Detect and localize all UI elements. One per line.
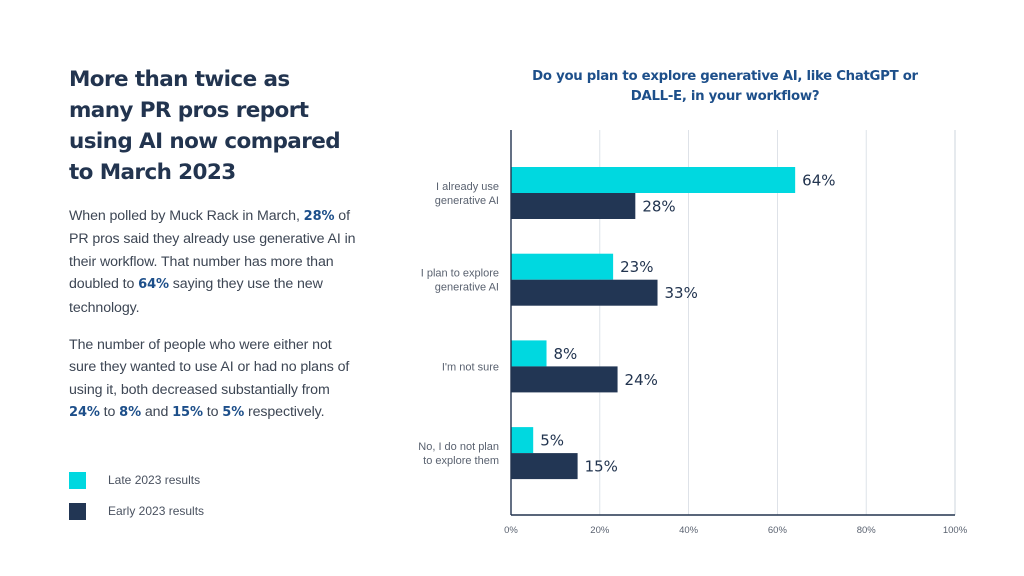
bar-late-2023	[511, 427, 534, 454]
category-label: generative AI	[435, 195, 499, 207]
value-label: 33%	[665, 284, 698, 302]
category-label: to explore them	[423, 455, 499, 467]
highlight-stat: 8%	[119, 405, 142, 421]
paragraph-text: saying they use the new technology.	[69, 276, 323, 316]
value-label: 28%	[642, 198, 675, 216]
x-tick-label: 60%	[768, 525, 788, 536]
x-tick-label: 100%	[943, 525, 968, 536]
paragraph-text: and	[141, 404, 173, 421]
paragraph-text: The number of people who were either not…	[69, 337, 350, 398]
paragraph-2: The number of people who were either not…	[69, 334, 359, 425]
paragraph-text: to	[99, 404, 120, 421]
x-tick-label: 20%	[590, 525, 610, 536]
value-label: 24%	[625, 371, 658, 389]
highlight-stat: 28%	[303, 209, 335, 224]
category-label: I plan to explore	[421, 268, 499, 280]
value-label: 64%	[802, 172, 835, 190]
value-label: 8%	[554, 345, 578, 363]
legend: Late 2023 results Early 2023 results	[69, 470, 204, 532]
highlight-stat: 15%	[172, 405, 203, 421]
x-tick-label: 0%	[504, 525, 518, 536]
bar-late-2023	[511, 253, 614, 280]
legend-item-late: Late 2023 results	[69, 470, 204, 490]
bar-early-2023	[511, 453, 578, 480]
bar-late-2023	[511, 340, 547, 367]
legend-label-early: Early 2023 results	[108, 504, 205, 518]
value-label: 15%	[585, 458, 618, 476]
x-tick-label: 80%	[857, 525, 877, 536]
x-tick-label: 40%	[679, 525, 699, 536]
bar-late-2023	[511, 167, 796, 193]
bar-early-2023	[511, 366, 618, 393]
category-label: No, I do not plan	[418, 441, 499, 453]
chart-title: Do you plan to explore generative AI, li…	[532, 69, 918, 104]
legend-swatch-early	[69, 502, 86, 520]
paragraph-text: respectively.	[244, 404, 325, 421]
category-label: I already use	[436, 181, 499, 193]
legend-item-early: Early 2023 results	[69, 501, 204, 521]
highlight-stat: 5%	[222, 405, 245, 421]
highlight-stat: 64%	[138, 277, 169, 293]
bar-early-2023	[511, 193, 636, 219]
legend-label-late: Late 2023 results	[108, 473, 201, 487]
category-label: generative AI	[435, 282, 499, 294]
category-label: I'm not sure	[442, 361, 499, 373]
bar-early-2023	[511, 279, 658, 306]
paragraph-text: When polled by Muck Rack in March,	[69, 208, 304, 224]
value-label: 23%	[620, 258, 653, 276]
highlight-stat: 24%	[69, 405, 100, 421]
value-label: 5%	[540, 432, 564, 450]
paragraph-text: to	[202, 404, 223, 421]
paragraph-1: When polled by Muck Rack in March, 28% o…	[69, 205, 359, 319]
paragraph-text: of PR pros said they already use generat…	[69, 208, 356, 293]
text-panel: More than twice as many PR pros report u…	[69, 64, 359, 188]
headline: More than twice as many PR pros report u…	[69, 67, 341, 185]
legend-swatch-late	[69, 471, 86, 489]
